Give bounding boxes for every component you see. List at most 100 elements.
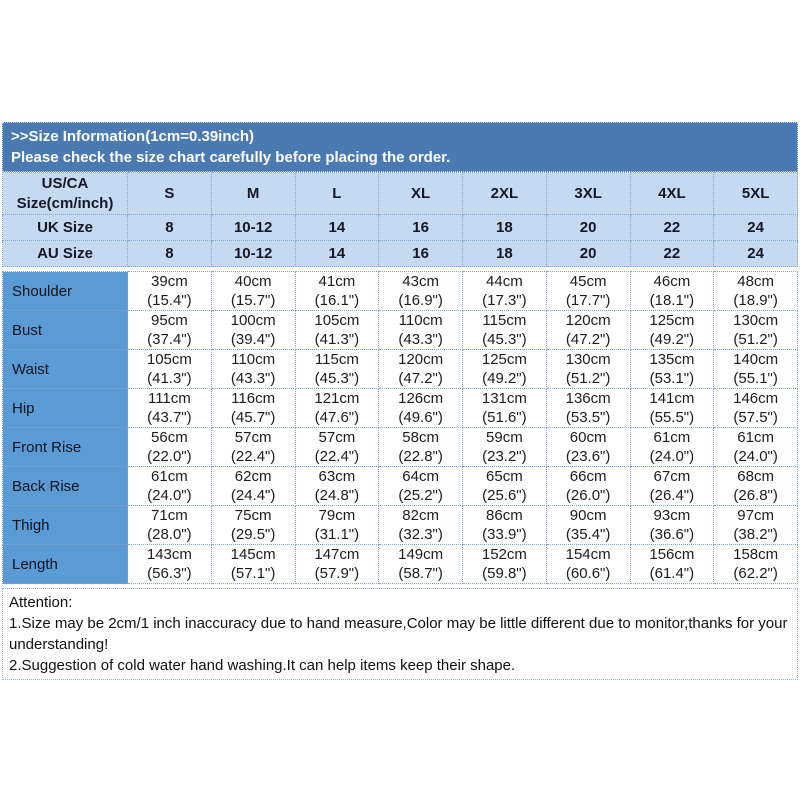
measurement-inch-value: (23.6") (565, 448, 611, 465)
measurement-cm-value: 48cm (737, 273, 774, 290)
measurement-cell: 140cm (55.1") (713, 349, 798, 389)
size-column-header: 3XL (545, 172, 631, 215)
measurement-inch-value: (22.0") (147, 448, 192, 465)
measurement-inch-value: (26.0") (565, 487, 611, 504)
measurement-inch-value: (17.7") (565, 292, 611, 309)
measurement-cell: 82cm (32.3") (378, 505, 463, 545)
measurement-cell: 97cm (38.2") (713, 505, 798, 545)
size-header-row: US/CA Size(cm/inch) S M L XL 2XL 3XL 4XL 5XL (2, 172, 798, 215)
measurement-cm-value: 57cm (234, 429, 272, 446)
measurement-cm-value: 130cm (565, 351, 611, 368)
measurement-cm-value: 75cm (234, 507, 272, 524)
measurement-cm-value: 66cm (569, 468, 607, 485)
size-number-row: UK Size 8 10-12 14 16 18 20 22 24 (2, 214, 798, 241)
measurement-cm-value: 90cm (569, 507, 607, 524)
measurement-cell: 120cm (47.2") (545, 310, 631, 350)
measurement-inch-value: (45.7") (230, 409, 276, 426)
measurement-cm-value: 135cm (649, 351, 695, 368)
size-number-cell: 10-12 (210, 214, 296, 241)
size-column-header: 2XL (462, 172, 547, 215)
measurement-row-label: Bust (2, 310, 128, 350)
size-column-header: M (210, 172, 296, 215)
measurement-cm-value: 43cm (402, 273, 439, 290)
size-number-cell: 10-12 (210, 240, 296, 267)
size-number-cell: 14 (294, 240, 380, 267)
measurement-cm-value: 120cm (398, 351, 444, 368)
measurement-cell: 71cm (28.0") (127, 505, 212, 545)
measurement-inch-value: (18.1") (649, 292, 695, 309)
size-chart-page: >>Size Information(1cm=0.39inch) Please … (2, 122, 798, 680)
measurement-cm-value: 154cm (565, 546, 611, 563)
measurement-cm-value: 62cm (234, 468, 272, 485)
corner-line-2: Size(cm/inch) (16, 194, 114, 212)
measurement-cm-value: 39cm (151, 273, 188, 290)
measurement-cell: 115cm (45.3") (462, 310, 547, 350)
measurement-inch-value: (36.6") (649, 526, 695, 543)
measurement-row: Length 143cm (56.3") 145cm (57.1") 147cm (57.9… (2, 544, 798, 584)
measurement-cm-value: 141cm (649, 390, 695, 407)
measurement-row-label: Front Rise (2, 427, 128, 467)
measurement-cm-value: 46cm (653, 273, 691, 290)
measurement-inch-value: (51.2") (565, 370, 611, 387)
measurement-cm-value: 41cm (318, 273, 356, 290)
measurement-cm-value: 100cm (230, 312, 276, 329)
measurement-cm-value: 61cm (653, 429, 691, 446)
measurement-cell: 130cm (51.2") (713, 310, 798, 350)
measurement-cell: 120cm (47.2") (378, 349, 463, 389)
measurement-cell: 64cm (25.2") (378, 466, 463, 506)
measurement-cm-value: 140cm (733, 351, 779, 368)
measurement-cell: 68cm (26.8") (713, 466, 798, 506)
measurement-cell: 93cm (36.6") (629, 505, 715, 545)
measurement-row-label: Length (2, 544, 128, 584)
measurement-cm-value: 115cm (482, 312, 527, 329)
measurement-inch-value: (29.5") (230, 526, 276, 543)
measurement-cell: 90cm (35.4") (545, 505, 631, 545)
measurement-inch-value: (45.3") (482, 331, 527, 348)
attention-box: Attention: 1.Size may be 2cm/1 inch inac… (2, 588, 798, 680)
measurement-cm-value: 64cm (402, 468, 439, 485)
measurement-cm-value: 65cm (486, 468, 523, 485)
measurement-inch-value: (47.2") (398, 370, 443, 387)
measurement-cell: 65cm (25.6") (462, 466, 547, 506)
measurement-cell: 86cm (33.9") (462, 505, 547, 545)
measurement-cell: 46cm (18.1") (629, 271, 715, 311)
measurement-inch-value: (59.8") (482, 565, 527, 582)
measurement-cm-value: 149cm (398, 546, 444, 563)
measurement-inch-value: (49.2") (649, 331, 695, 348)
measurement-row-label: Shoulder (2, 271, 128, 311)
measurement-cell: 59cm (23.2") (462, 427, 547, 467)
measurement-cm-value: 79cm (318, 507, 356, 524)
measurement-cell: 61cm (24.0") (127, 466, 212, 506)
measurement-cell: 115cm (45.3") (294, 349, 380, 389)
measurement-inch-value: (35.4") (565, 526, 611, 543)
measurement-cm-value: 158cm (733, 546, 779, 563)
measurement-cell: 40cm (15.7") (210, 271, 296, 311)
measurement-cm-value: 59cm (486, 429, 523, 446)
measurement-inch-value: (28.0") (147, 526, 192, 543)
size-column-header: L (294, 172, 380, 215)
measurement-cell: 57cm (22.4") (294, 427, 380, 467)
measurement-cm-value: 110cm (231, 351, 276, 368)
measurement-cell: 56cm (22.0") (127, 427, 212, 467)
measurement-cell: 75cm (29.5") (210, 505, 296, 545)
measurement-cell: 60cm (23.6") (545, 427, 631, 467)
measurement-cm-value: 58cm (402, 429, 439, 446)
size-number-cell: 16 (378, 240, 463, 267)
size-number-cell: 14 (294, 214, 380, 241)
measurement-inch-value: (15.4") (147, 292, 192, 309)
measurement-inch-value: (38.2") (733, 526, 778, 543)
measurement-inch-value: (25.6") (482, 487, 527, 504)
measurement-row: Back Rise 61cm (24.0") 62cm (24.4") 63cm (24.8… (2, 466, 798, 506)
measurement-row: Shoulder 39cm (15.4") 40cm (15.7") 41cm (16.1"… (2, 271, 798, 311)
measurement-cm-value: 125cm (481, 351, 527, 368)
measurement-cm-value: 61cm (151, 468, 188, 485)
attention-note-2: 2.Suggestion of cold water hand washing.… (9, 657, 516, 674)
measurement-cm-value: 105cm (314, 312, 360, 329)
size-number-row: AU Size 8 10-12 14 16 18 20 22 24 (2, 240, 798, 267)
size-number-cell: 20 (545, 214, 631, 241)
measurement-cm-value: 82cm (402, 507, 439, 524)
measurement-cm-value: 146cm (733, 390, 779, 407)
measurement-cell: 105cm (41.3") (127, 349, 212, 389)
measurement-cm-value: 56cm (151, 429, 188, 446)
measurement-inch-value: (41.3") (314, 331, 360, 348)
